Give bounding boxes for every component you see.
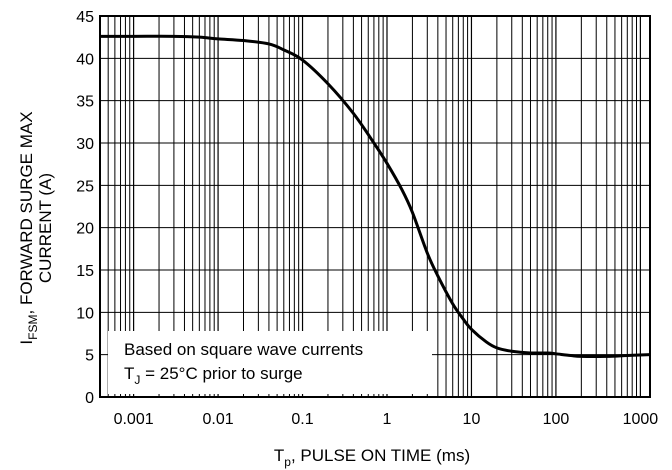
x-tick-label: 10 (463, 411, 481, 428)
y-tick-label: 10 (76, 305, 94, 322)
annotation-box (108, 331, 432, 394)
y-tick-label: 30 (76, 136, 94, 153)
tick-labels: 0 5 10 15 20 25 30 35 40 45 0.001 0.01 0.1 1 10 100 1000 (76, 9, 658, 428)
x-tick-label: 1 (383, 411, 392, 428)
annotation-line-2: TJ = 25°C prior to surge (124, 364, 303, 387)
series-line (100, 34, 651, 358)
y-tick-label: 0 (85, 390, 94, 407)
plot-frame (99, 15, 651, 398)
x-tick-label: 1000 (623, 411, 659, 428)
x-tick-label: 0.001 (114, 411, 154, 428)
y-axis-label: IFSM, FORWARD SURGE MAX CURRENT (A) (17, 111, 55, 344)
x-axis-label: Tp, PULSE ON TIME (ms) (274, 446, 470, 469)
x-tick-label: 0.01 (203, 411, 234, 428)
y-axis-label-line-1: IFSM, FORWARD SURGE MAX (17, 111, 40, 344)
y-tick-label: 45 (76, 9, 94, 26)
y-tick-label: 15 (76, 263, 94, 280)
y-tick-label: 5 (85, 348, 94, 365)
y-tick-label: 25 (76, 178, 94, 195)
y-tick-label: 40 (76, 51, 94, 68)
x-tick-label: 100 (543, 411, 570, 428)
annotation-line-1: Based on square wave currents (124, 340, 363, 359)
y-tick-label: 20 (76, 221, 94, 238)
y-axis-label-line-2: CURRENT (A) (36, 173, 55, 283)
x-tick-label: 0.1 (291, 411, 313, 428)
y-tick-label: 35 (76, 94, 94, 111)
